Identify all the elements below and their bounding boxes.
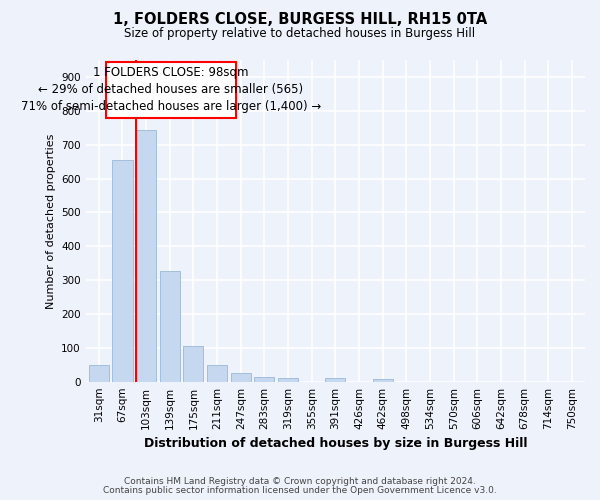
Text: 71% of semi-detached houses are larger (1,400) →: 71% of semi-detached houses are larger (… bbox=[21, 100, 321, 113]
Bar bbox=[373, 379, 393, 382]
Bar bbox=[184, 346, 203, 382]
Bar bbox=[160, 270, 180, 382]
Bar bbox=[254, 376, 274, 382]
Bar bbox=[325, 378, 346, 382]
Bar bbox=[231, 373, 251, 382]
Text: Contains public sector information licensed under the Open Government Licence v3: Contains public sector information licen… bbox=[103, 486, 497, 495]
Bar bbox=[136, 130, 156, 382]
Bar bbox=[89, 364, 109, 382]
Text: 1, FOLDERS CLOSE, BURGESS HILL, RH15 0TA: 1, FOLDERS CLOSE, BURGESS HILL, RH15 0TA bbox=[113, 12, 487, 28]
X-axis label: Distribution of detached houses by size in Burgess Hill: Distribution of detached houses by size … bbox=[143, 437, 527, 450]
Text: ← 29% of detached houses are smaller (565): ← 29% of detached houses are smaller (56… bbox=[38, 83, 304, 96]
Bar bbox=[112, 160, 133, 382]
FancyBboxPatch shape bbox=[106, 62, 236, 118]
Bar bbox=[207, 364, 227, 382]
Text: 1 FOLDERS CLOSE: 98sqm: 1 FOLDERS CLOSE: 98sqm bbox=[93, 66, 249, 80]
Y-axis label: Number of detached properties: Number of detached properties bbox=[46, 133, 56, 308]
Text: Contains HM Land Registry data © Crown copyright and database right 2024.: Contains HM Land Registry data © Crown c… bbox=[124, 477, 476, 486]
Text: Size of property relative to detached houses in Burgess Hill: Size of property relative to detached ho… bbox=[124, 28, 476, 40]
Bar bbox=[278, 378, 298, 382]
